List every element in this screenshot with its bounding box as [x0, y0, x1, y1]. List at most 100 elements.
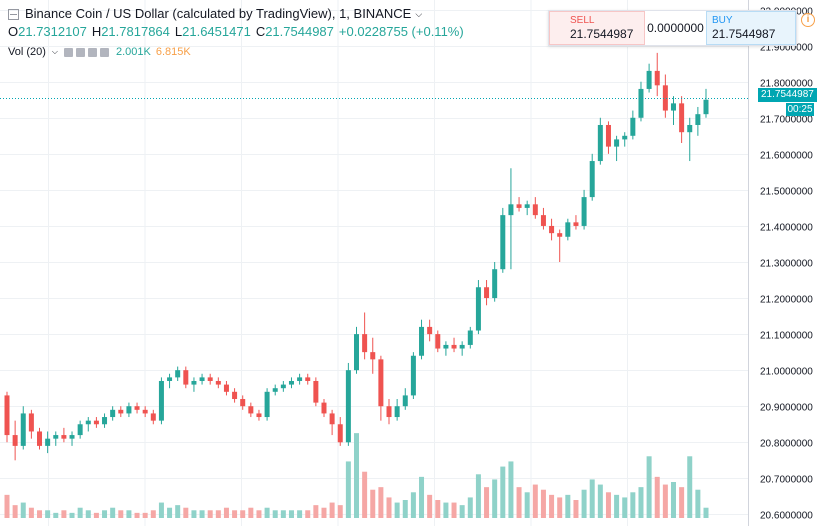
candle-body [362, 334, 368, 353]
volume-row: Vol (20) ⌵ 2.001K 6.815K [8, 43, 464, 61]
candle-body [20, 413, 26, 446]
candle-body [256, 413, 262, 418]
candle-body [126, 406, 132, 414]
candle-body [443, 344, 449, 349]
volume-bar [589, 479, 595, 518]
price-tick-label: 21.1000000 [760, 331, 813, 342]
volume-bar [419, 476, 425, 518]
candle-body [354, 334, 359, 371]
volume-bar [475, 474, 481, 518]
volume-bar [142, 512, 148, 518]
volume-bar [93, 512, 99, 518]
volume-bar [516, 487, 522, 518]
candle-body [492, 269, 498, 299]
candle-body [28, 413, 34, 432]
high-value: 21.7817864 [101, 24, 170, 39]
candle-body [93, 420, 99, 425]
candle-body [207, 377, 213, 381]
volume-bar [256, 510, 262, 518]
candle-body [12, 435, 18, 446]
candle-body [240, 399, 246, 407]
eye-icon[interactable] [64, 47, 73, 57]
candle-body [175, 370, 181, 378]
candle-body [451, 344, 457, 349]
volume-bar [662, 484, 668, 518]
price-tick-label: 21.7000000 [760, 115, 813, 126]
volume-bar [695, 489, 701, 518]
candle-body [223, 384, 229, 392]
legend-title-row: Binance Coin / US Dollar (calculated by … [8, 5, 464, 23]
high-key: H [91, 24, 102, 39]
price-axis: 22.000000021.900000021.800000021.7000000… [760, 7, 813, 522]
candle-body [500, 215, 506, 270]
volume-bar [61, 510, 67, 518]
buy-button[interactable]: BUY 21.7544987 [706, 11, 796, 45]
volume-bar [508, 461, 514, 518]
symbol-title[interactable]: Binance Coin / US Dollar (calculated by … [25, 6, 412, 21]
volume-bar [354, 433, 359, 518]
volume-bar [20, 502, 26, 518]
candle-body [614, 139, 620, 147]
volume-bar [85, 510, 91, 518]
spread-value: 0.0000000 [647, 21, 704, 35]
bar-countdown: 00:25 [786, 103, 814, 116]
low-value: 21.6451471 [182, 24, 251, 39]
volume-indicator-label[interactable]: Vol (20) [8, 46, 46, 58]
candle-body [386, 406, 392, 418]
volume-bar [345, 461, 351, 518]
grid-lines [0, 0, 748, 526]
candle-body [573, 222, 579, 226]
settings-icon[interactable] [76, 47, 85, 57]
open-value: 21.7312107 [18, 24, 87, 39]
more-icon[interactable] [100, 47, 109, 57]
chevron-down-icon[interactable]: ⌵ [415, 9, 423, 19]
candle-body [61, 435, 67, 439]
volume-bar [118, 510, 124, 518]
volume-bar [573, 500, 579, 518]
volume-bar [329, 502, 335, 518]
candle-body [557, 233, 563, 237]
candle-body [419, 326, 425, 356]
volume-bar [248, 507, 254, 518]
price-tick-label: 21.6000000 [760, 151, 813, 162]
candle-body [199, 377, 205, 381]
candles [4, 52, 709, 461]
candle-body [532, 204, 538, 216]
volume-bar [28, 507, 34, 518]
candle-body [516, 204, 522, 208]
volume-bar [687, 456, 693, 518]
close-value: 21.7544987 [265, 24, 334, 39]
candle-body [37, 431, 43, 446]
volume-bar [4, 494, 10, 518]
volume-bars [4, 433, 709, 518]
volume-bar [597, 484, 603, 518]
volume-bar [272, 510, 278, 518]
volume-bar [288, 510, 294, 518]
ohlc-row: O 21.7312107 H 21.7817864 L 21.6451471 C 21.… [8, 23, 464, 41]
volume-bar [524, 492, 530, 518]
volume-bar [150, 510, 156, 518]
collapse-icon[interactable] [8, 8, 19, 20]
candle-body [77, 424, 83, 436]
sell-button[interactable]: SELL 21.7544987 [549, 11, 645, 45]
volume-bar [670, 482, 676, 518]
candle-body [191, 380, 197, 385]
info-icon[interactable]: i [801, 13, 815, 27]
chevron-down-icon[interactable]: ⌵ [51, 47, 58, 56]
volume-bar [402, 500, 408, 518]
volume-bar [378, 487, 384, 518]
candle-body [662, 85, 668, 111]
candle-body [53, 435, 59, 439]
candle-body [167, 377, 173, 381]
volume-bar [134, 512, 140, 518]
volume-bar [565, 494, 571, 518]
volume-value: 2.001K [116, 46, 151, 58]
volume-bar [77, 507, 83, 518]
volume-bar [223, 507, 229, 518]
change-value: +0.0228755 (+0.11%) [338, 24, 464, 39]
trade-panel: SELL 21.7544987 0.0000000 BUY 21.7544987 [548, 10, 797, 46]
candle-body [654, 70, 660, 86]
close-icon[interactable] [88, 47, 97, 57]
volume-bar [240, 510, 246, 518]
